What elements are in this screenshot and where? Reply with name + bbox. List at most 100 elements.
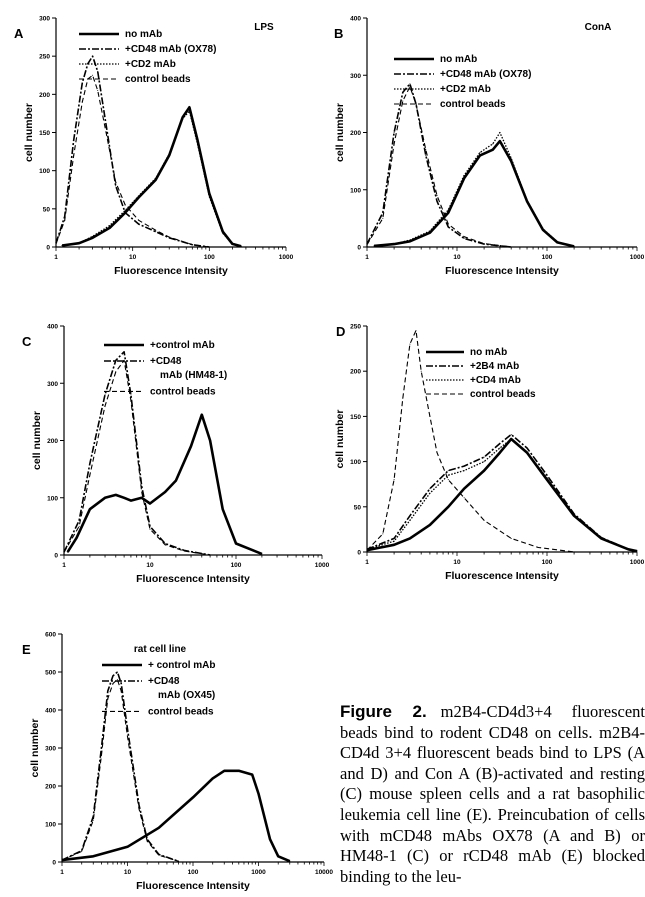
panel-d-point: [382, 533, 384, 535]
panel-e-point: [120, 690, 122, 692]
panel-b-ylabel: cell number: [334, 103, 346, 162]
panel-c-point: [76, 537, 78, 539]
panel-e-point: [158, 854, 160, 856]
panel-a-point: [155, 179, 157, 181]
panel-a-point: [97, 90, 99, 92]
panel-a-point: [109, 225, 111, 227]
panel-d-point: [499, 452, 501, 454]
panel-d-legend-label: no mAb: [470, 347, 507, 358]
panel-b-point: [409, 83, 411, 85]
panel-d-ytick-label: 200: [350, 369, 361, 376]
panel-b-xlabel: Fluorescence Intensity: [445, 265, 559, 277]
panel-c-point: [149, 502, 151, 504]
panel-c-ytick-label: 0: [54, 553, 58, 560]
panel-b-point: [409, 239, 411, 241]
panel-e-point: [158, 827, 160, 829]
panel-b-letter: B: [334, 26, 343, 41]
panel-c-ylabel: cell number: [31, 411, 43, 470]
panel-a-point: [109, 227, 111, 229]
panel-e-ytick-label: 0: [52, 860, 56, 867]
panel-b-point: [429, 230, 431, 232]
panel-c-xtick-label: 10: [146, 562, 154, 569]
panel-d-point: [393, 540, 395, 542]
panel-e-point: [127, 846, 128, 848]
panel-a-point: [81, 101, 83, 103]
panel-d-point: [463, 497, 465, 499]
panel-b-ytick-label: 300: [350, 73, 361, 80]
panel-b-xtick-label: 1000: [630, 254, 645, 261]
panel-a-point: [182, 116, 184, 118]
panel-a-point: [182, 118, 184, 120]
panel-b-point: [425, 154, 427, 156]
panel-d-point: [483, 470, 485, 472]
panel-e-xtick-label: 10: [124, 869, 132, 876]
panel-d-point: [409, 519, 411, 521]
panel-c-point: [209, 554, 211, 556]
panel-e-legend-label: + control mAb: [148, 660, 216, 671]
panel-e-point: [92, 855, 94, 857]
panel-c-point: [104, 497, 106, 499]
panel-b-point: [447, 209, 449, 211]
panel-b-point: [492, 149, 494, 151]
panel-b-point: [402, 91, 404, 93]
panel-c-point: [78, 525, 80, 527]
panel-b-title: ConA: [585, 22, 612, 33]
panel-d-xtick-label: 10: [453, 559, 461, 566]
panel-d-ytick-label: 250: [350, 324, 361, 331]
panel-a-point: [155, 177, 157, 179]
panel-e-title: rat cell line: [134, 644, 187, 655]
panel-a-point: [97, 70, 99, 72]
panel-e-xlabel: Fluorescence Intensity: [136, 880, 250, 892]
panel-d-point: [546, 474, 548, 476]
panel-c-point: [78, 520, 80, 522]
panel-e-point: [146, 840, 148, 842]
panel-a-point: [188, 106, 190, 108]
panel-e-ylabel: cell number: [29, 719, 41, 778]
figure-caption: Figure 2. m2B4-CD4d3+4 fluorescent beads …: [340, 702, 645, 897]
panel-d-xlabel: Fluorescence Intensity: [445, 570, 559, 582]
panel-d-point: [429, 415, 431, 417]
panel-a-point: [78, 242, 80, 244]
panel-b-ytick-label: 100: [350, 187, 361, 194]
panel-a-xtick-label: 1: [54, 254, 58, 261]
panel-e-point: [258, 793, 259, 795]
panel-b-point: [573, 245, 575, 247]
panel-c-series-cd48-mab-hm48-1: [63, 350, 211, 556]
panel-b-point: [510, 157, 512, 159]
panel-a-point: [124, 212, 126, 214]
panel-b-point: [366, 244, 368, 246]
panel-a-point: [81, 82, 83, 84]
panel-a-ytick-label: 0: [46, 245, 50, 252]
panel-a-point: [92, 74, 94, 76]
panel-d-ytick-label: 100: [350, 459, 361, 466]
panel-d-point: [429, 492, 431, 494]
panel-e-point: [112, 675, 114, 677]
panel-a-series-no-mab: [61, 106, 242, 248]
panel-c-point: [123, 497, 125, 499]
panel-d-point: [546, 477, 548, 479]
panel-b-point: [510, 160, 512, 162]
panel-e-point: [269, 838, 271, 840]
panel-e-legend-label: control beads: [148, 706, 214, 717]
panel-a-point: [138, 219, 140, 221]
panel-b-ytick-label: 400: [350, 16, 361, 23]
panel-d-xtick-label: 1000: [630, 559, 645, 566]
panel-e-point: [81, 850, 83, 852]
panel-a-point: [115, 181, 117, 183]
panel-e-letter: E: [22, 642, 31, 657]
panel-a-point: [138, 196, 140, 198]
panel-b-point: [373, 245, 375, 247]
panel-b-point: [510, 246, 512, 248]
panel-e-series-control-mab: [61, 769, 291, 863]
panel-a-xtick-label: 100: [204, 254, 215, 261]
panel-a-point: [105, 124, 107, 126]
panel-a-legend-label: no mAb: [125, 29, 162, 40]
panel-c-letter: C: [22, 334, 32, 349]
panel-b-point: [393, 143, 395, 145]
panel-c-point: [235, 543, 237, 545]
panel-d-point: [627, 548, 629, 550]
panel-a-ytick-label: 150: [39, 130, 50, 137]
panel-a-point: [61, 244, 63, 246]
panel-e-point: [251, 774, 253, 776]
panel-c-point: [164, 544, 166, 546]
